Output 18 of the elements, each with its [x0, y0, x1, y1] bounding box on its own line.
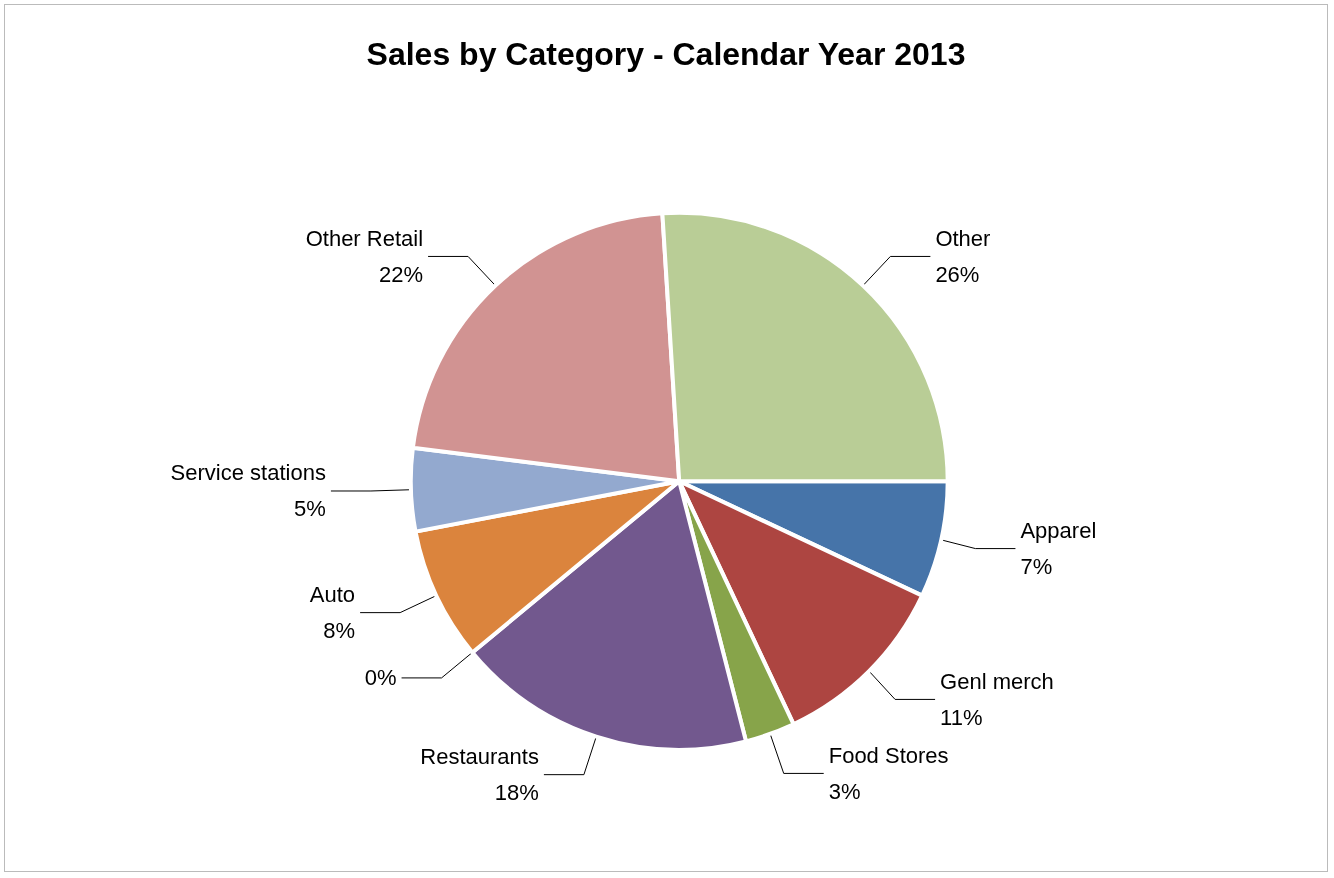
- data-label: 11%: [940, 704, 983, 730]
- data-label: 7%: [1020, 554, 1053, 580]
- slice-label: Genl merch: [940, 668, 1054, 694]
- slice-label: Auto: [309, 582, 356, 608]
- data-label: 26%: [935, 261, 980, 287]
- text: 0%: [364, 665, 397, 691]
- data-label: 5%: [294, 496, 326, 522]
- data-label: 18%: [494, 780, 539, 806]
- data-label: 22%: [379, 261, 424, 287]
- slice-label: Food Stores: [828, 742, 949, 768]
- slice-label: Restaurants: [420, 744, 539, 770]
- data-label: 3%: [828, 778, 861, 804]
- slice-label: Service stations: [170, 460, 326, 486]
- slice-label: Apparel: [1020, 518, 1097, 544]
- slice-label: Other Retail: [305, 225, 424, 251]
- chart-title: Sales by Category - Calendar Year 2013: [366, 36, 966, 72]
- data-label: 8%: [323, 618, 356, 644]
- slice-label: Other: [935, 225, 991, 251]
